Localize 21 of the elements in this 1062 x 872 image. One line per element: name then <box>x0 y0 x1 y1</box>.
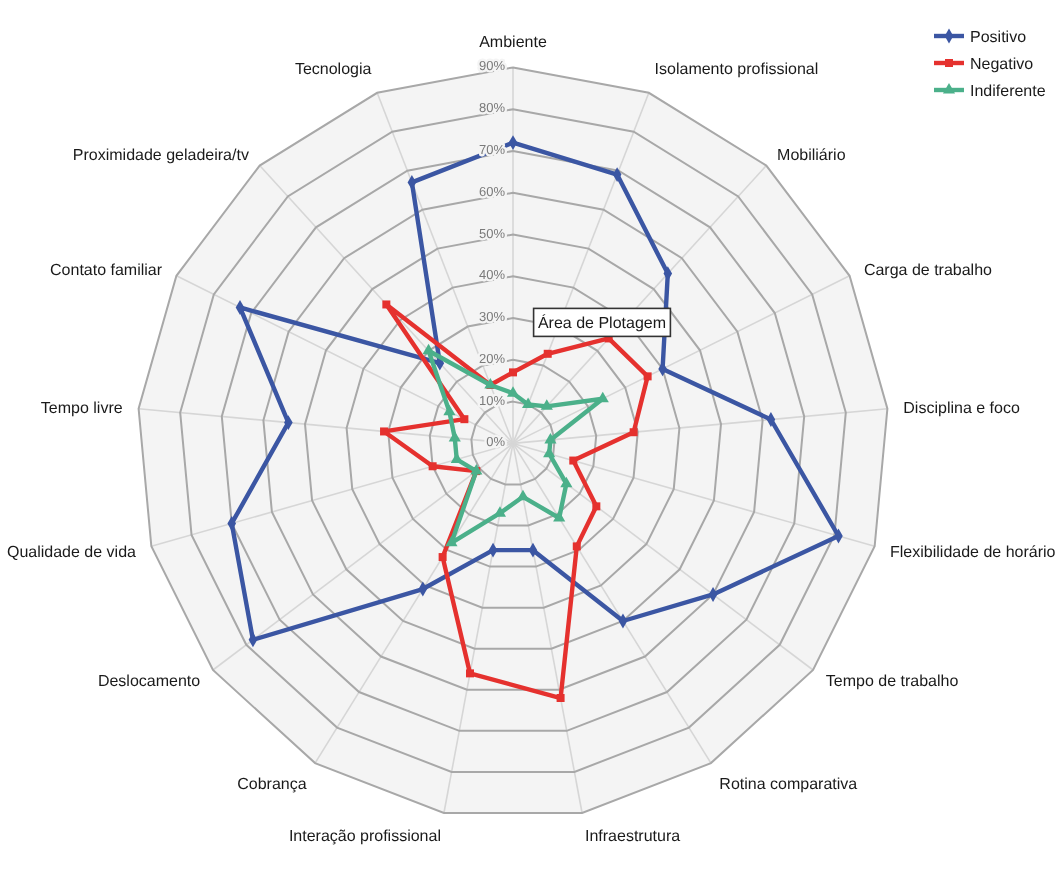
spoke-label: Ambiente <box>479 33 548 52</box>
spoke-label: Qualidade de vida <box>6 542 138 561</box>
spoke-label: Tempo de trabalho <box>825 671 960 690</box>
spoke-label: Rotina comparativa <box>719 774 859 793</box>
legend-label: Negativo <box>970 55 1035 73</box>
spoke-label: Deslocamento <box>97 671 202 690</box>
legend-label: Indiferente <box>970 82 1047 100</box>
spoke-label: Carga de trabalho <box>863 260 994 279</box>
spoke-label: Mobiliário <box>777 145 847 164</box>
spoke-label: Tecnologia <box>294 59 373 78</box>
spoke-label: Flexibilidade de horário <box>890 542 1057 561</box>
spoke-label: Interação profissional <box>288 826 442 845</box>
text: Área de Plotagem <box>537 314 667 333</box>
spoke-label: Proximidade geladeira/tv <box>72 145 249 164</box>
spoke-label: Disciplina e foco <box>903 399 1021 418</box>
spoke-label: Cobrança <box>237 774 308 793</box>
legend-label: Positivo <box>970 28 1028 46</box>
spoke-label: Infraestrutura <box>585 826 682 845</box>
spoke-label: Contato familiar <box>50 260 163 279</box>
spoke-label: Tempo livre <box>40 399 124 418</box>
spoke-label: Isolamento profissional <box>654 59 819 78</box>
